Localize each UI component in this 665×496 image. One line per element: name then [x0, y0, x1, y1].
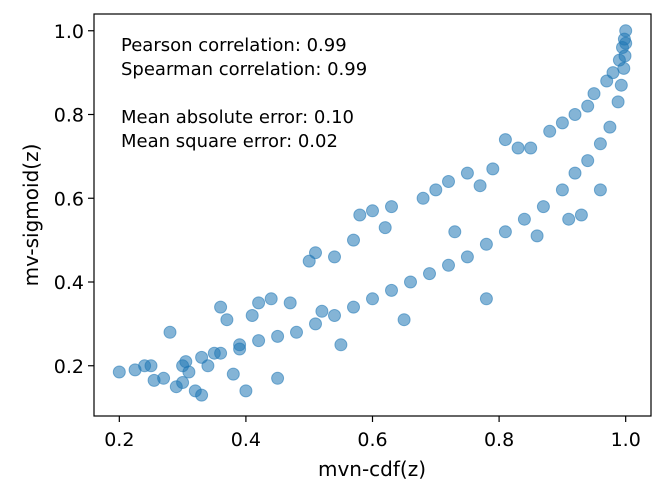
scatter-point [347, 233, 360, 247]
scatter-point [568, 108, 582, 121]
scatter-point [271, 371, 285, 385]
scatter-point [498, 133, 512, 147]
scatter-point [252, 296, 266, 310]
scatter-point [214, 300, 228, 314]
scatter-point [574, 208, 588, 222]
scatter-point [416, 191, 430, 205]
y-axis-label: mv-sigmoid(z) [19, 144, 43, 287]
y-tick-label: 0.8 [54, 105, 84, 127]
y-tick-label: 1.0 [54, 21, 84, 43]
scatter-point [226, 367, 240, 381]
scatter-point [233, 342, 247, 356]
scatter-point [593, 137, 607, 151]
scatter-point [593, 183, 607, 197]
scatter-point [442, 258, 455, 272]
scatter-point [385, 200, 398, 214]
scatter-point [404, 275, 417, 289]
scatter-point [479, 237, 493, 251]
scatter-point [555, 183, 569, 197]
scatter-point [220, 313, 234, 327]
x-tick-label: 0.6 [357, 429, 387, 451]
scatter-point [460, 250, 474, 264]
y-axis: 0.2 0.4 0.6 0.8 1.0 [54, 21, 94, 378]
scatter-point [157, 371, 171, 385]
scatter-point [144, 359, 158, 373]
scatter-point [334, 338, 348, 352]
scatter-point [353, 208, 367, 222]
scatter-point [536, 200, 550, 214]
x-axis-label: mvn-cdf(z) [318, 457, 426, 481]
scatter-point [448, 225, 462, 239]
scatter-point [271, 329, 285, 343]
scatter-point [479, 292, 493, 306]
scatter-point [252, 334, 266, 348]
scatter-point [568, 166, 582, 180]
scatter-point [283, 296, 297, 310]
scatter-point [617, 61, 631, 75]
scatter-point [442, 175, 455, 188]
scatter-point [195, 388, 209, 402]
scatter-points [112, 24, 633, 402]
annotation-pearson: Pearson correlation: 0.99 [121, 35, 347, 56]
scatter-point [214, 346, 228, 360]
scatter-point [611, 95, 625, 109]
scatter-point [524, 141, 538, 155]
scatter-point [581, 99, 595, 113]
scatter-point [239, 384, 253, 398]
y-tick-label: 0.2 [54, 356, 84, 378]
scatter-point [264, 292, 278, 306]
y-tick-label: 0.6 [54, 188, 84, 210]
scatter-point [366, 292, 379, 306]
scatter-point [176, 376, 190, 389]
scatter-point [366, 204, 379, 218]
scatter-point [511, 141, 525, 155]
scatter-point [112, 365, 126, 379]
scatter-point [429, 183, 443, 197]
scatter-point [619, 36, 633, 50]
x-tick-label: 0.4 [231, 429, 261, 451]
x-tick-label: 1.0 [611, 429, 641, 451]
y-tick-label: 0.4 [54, 272, 84, 294]
scatter-point [309, 246, 322, 260]
scatter-point [603, 120, 617, 134]
scatter-point [163, 325, 177, 339]
scatter-point [378, 221, 392, 235]
scatter-point [618, 49, 632, 63]
scatter-point [309, 317, 322, 331]
scatter-point [555, 116, 569, 130]
scatter-point [562, 212, 576, 226]
scatter-point [581, 154, 595, 168]
scatter-point [517, 212, 531, 226]
scatter-point [328, 250, 341, 264]
annotation-spearman: Spearman correlation: 0.99 [121, 59, 367, 80]
scatter-point [423, 267, 436, 281]
scatter-point [473, 179, 487, 193]
scatter-point [460, 166, 474, 180]
scatter-point [290, 325, 303, 339]
scatter-point [530, 229, 544, 243]
scatter-point [543, 124, 557, 138]
scatter-point [498, 225, 512, 239]
scatter-point [587, 87, 601, 101]
x-tick-label: 0.2 [104, 429, 134, 451]
scatter-point [176, 359, 190, 373]
scatter-point [385, 283, 398, 297]
scatter-point [606, 66, 620, 80]
scatter-point [486, 162, 500, 176]
scatter-point [315, 304, 329, 318]
scatter-point [328, 309, 341, 322]
scatter-point [347, 300, 360, 314]
scatter-point [614, 78, 628, 92]
x-axis: 0.2 0.4 0.6 0.8 1.0 [104, 416, 641, 451]
scatter-point [245, 309, 259, 322]
stats-annotations: Pearson correlation: 0.99 Spearman corre… [121, 35, 367, 152]
scatter-point [619, 24, 633, 38]
x-tick-label: 0.8 [484, 429, 514, 451]
annotation-mae: Mean absolute error: 0.10 [121, 107, 354, 128]
scatter-point [397, 313, 411, 327]
scatter-point [195, 350, 209, 364]
annotation-mse: Mean square error: 0.02 [121, 131, 338, 152]
